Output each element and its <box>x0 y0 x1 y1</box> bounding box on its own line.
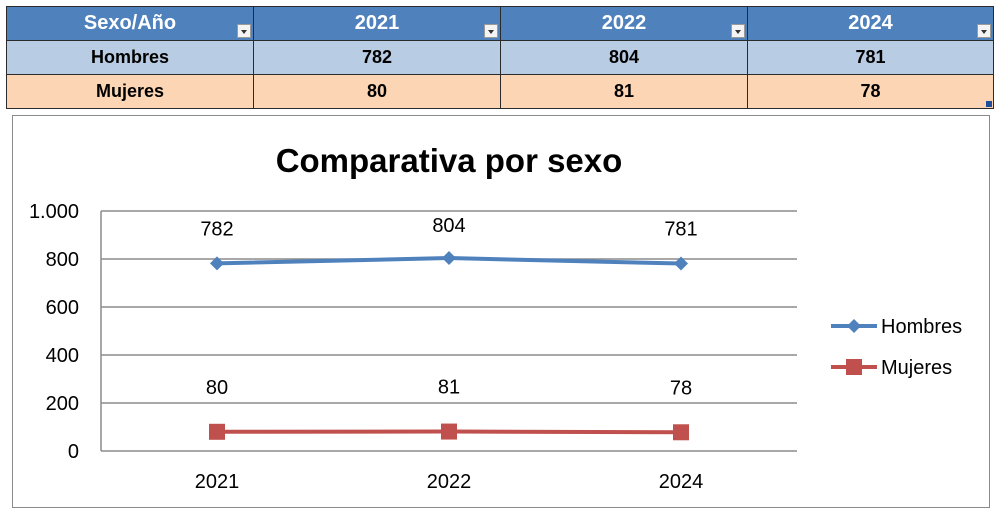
data-label: 782 <box>200 218 233 240</box>
data-point <box>209 423 225 440</box>
legend-marker <box>847 319 861 333</box>
data-label: 804 <box>432 215 465 237</box>
data-table: Sexo/Año 2021 2022 2024 Hombres 782 804 … <box>6 6 994 109</box>
table-row: Mujeres 80 81 78 <box>6 74 994 109</box>
header-cell: Sexo/Año <box>6 6 254 41</box>
filter-dropdown-button[interactable] <box>484 24 498 38</box>
x-tick-label: 2021 <box>195 471 240 493</box>
y-tick-label: 200 <box>46 393 79 415</box>
table-resize-handle[interactable] <box>986 101 992 107</box>
table-cell[interactable]: 781 <box>747 40 994 75</box>
table-cell[interactable]: 782 <box>253 40 501 75</box>
legend-label: Hombres <box>881 316 962 338</box>
data-label: 81 <box>438 377 460 399</box>
chart-area[interactable]: Comparativa por sexo 0 200 400 600 800 1.000 20… <box>12 115 990 508</box>
table-row: Hombres 782 804 781 <box>6 40 994 75</box>
y-tick-label: 1.000 <box>29 201 79 223</box>
table-cell[interactable]: 804 <box>500 40 748 75</box>
y-tick-label: 400 <box>46 345 79 367</box>
header-cell: 2022 <box>500 6 748 41</box>
data-label: 78 <box>670 377 692 399</box>
data-point <box>210 256 224 271</box>
data-point <box>442 251 456 266</box>
data-point <box>673 424 689 441</box>
row-label[interactable]: Hombres <box>6 40 254 75</box>
y-tick-label: 800 <box>46 249 79 271</box>
data-point <box>441 423 457 440</box>
table-cell[interactable]: 81 <box>500 74 748 109</box>
header-cell: 2021 <box>253 6 501 41</box>
filter-dropdown-button[interactable] <box>731 24 745 38</box>
data-label: 781 <box>664 219 697 241</box>
y-tick-label: 0 <box>68 441 79 463</box>
table-header-row: Sexo/Año 2021 2022 2024 <box>6 6 994 41</box>
table-cell[interactable]: 80 <box>253 74 501 109</box>
filter-dropdown-button[interactable] <box>977 24 991 38</box>
data-label: 80 <box>206 377 228 399</box>
table-cell[interactable]: 78 <box>747 74 994 109</box>
data-point <box>674 256 688 271</box>
y-tick-label: 600 <box>46 297 79 319</box>
x-tick-label: 2024 <box>659 471 704 493</box>
filter-dropdown-button[interactable] <box>237 24 251 38</box>
x-tick-label: 2022 <box>427 471 472 493</box>
chart-title: Comparativa por sexo <box>276 142 623 179</box>
legend-label: Mujeres <box>881 357 952 379</box>
line-chart: Comparativa por sexo 0 200 400 600 800 1.000 20… <box>29 142 962 493</box>
legend-marker <box>846 359 862 375</box>
header-cell: 2024 <box>747 6 994 41</box>
row-label[interactable]: Mujeres <box>6 74 254 109</box>
